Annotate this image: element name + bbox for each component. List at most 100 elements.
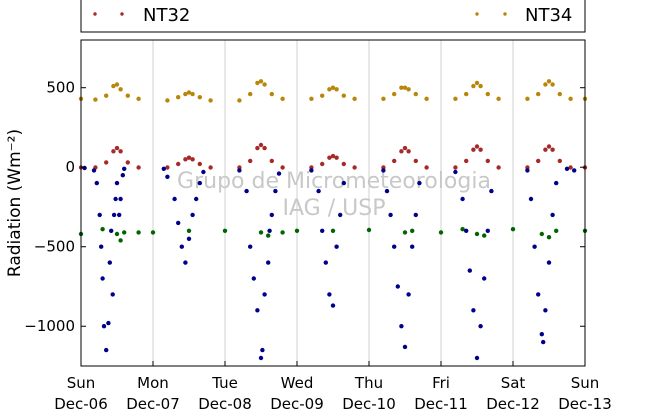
- data-point-nt34: [399, 85, 404, 90]
- data-point-nt31: [237, 168, 242, 173]
- data-point-nt34: [280, 96, 285, 102]
- data-point-nt31: [179, 244, 184, 249]
- data-point-nt35: [258, 230, 264, 235]
- data-point-nt31: [276, 171, 282, 176]
- data-point-nt31: [194, 196, 199, 202]
- x-tick-label-day: Thu: [354, 374, 383, 392]
- data-point-nt32: [330, 153, 336, 159]
- data-point-nt32: [114, 145, 120, 151]
- data-point-nt31: [334, 244, 339, 249]
- data-point-nt34: [186, 90, 192, 95]
- data-point-nt32: [208, 165, 213, 170]
- data-point-nt35: [330, 228, 336, 233]
- data-point-nt31: [82, 165, 87, 171]
- y-axis-label: Radiation (Wm⁻²): [5, 129, 25, 277]
- data-point-nt31: [399, 324, 404, 329]
- data-point-nt32: [255, 145, 260, 151]
- x-tick-label-date: Dec-06: [54, 395, 108, 409]
- data-point-nt31: [97, 212, 102, 218]
- legend-marker-nt32: [93, 12, 97, 16]
- data-point-nt31: [541, 339, 546, 345]
- data-point-nt32: [334, 155, 339, 160]
- data-point-nt31: [413, 212, 418, 218]
- data-point-nt34: [183, 91, 188, 97]
- data-point-nt34: [341, 93, 346, 98]
- data-point-nt31: [104, 347, 109, 353]
- data-point-nt32: [327, 155, 332, 160]
- y-tick-label: 0: [65, 158, 75, 176]
- data-point-nt34: [413, 91, 418, 97]
- data-point-nt31: [554, 180, 559, 186]
- x-tick-label-day: Fri: [432, 374, 450, 392]
- watermark-line-2: IAG / USP: [283, 196, 386, 221]
- data-point-nt34: [424, 96, 429, 102]
- data-point-nt35: [186, 228, 192, 233]
- data-point-nt34: [334, 87, 339, 92]
- data-point-nt31: [113, 196, 118, 202]
- data-point-nt31: [248, 244, 253, 249]
- data-point-nt32: [258, 142, 264, 148]
- data-point-nt32: [496, 165, 501, 170]
- data-point-nt31: [474, 355, 480, 361]
- data-point-nt31: [453, 169, 458, 175]
- data-point-nt31: [572, 168, 577, 173]
- data-point-nt35: [114, 231, 120, 237]
- data-point-nt32: [125, 160, 130, 165]
- legend-box: [80, 0, 586, 33]
- data-point-nt32: [464, 158, 469, 164]
- legend-marker-nt32: [120, 12, 124, 16]
- data-point-nt31: [485, 228, 490, 233]
- data-point-nt31: [100, 276, 105, 281]
- data-point-nt31: [101, 324, 107, 329]
- data-point-nt31: [489, 188, 494, 194]
- x-tick-label-date: Dec-13: [558, 395, 612, 409]
- x-tick-label-date: Dec-12: [486, 395, 540, 409]
- data-point-nt34: [471, 83, 476, 89]
- data-point-nt31: [183, 260, 188, 265]
- data-point-nt31: [460, 196, 465, 202]
- data-point-nt32: [190, 157, 195, 162]
- x-axis: Sun Dec-06 Mon Dec-07 Tue Dec-08 Wed Dec-09 Thu D…: [54, 361, 612, 409]
- data-point-nt34: [550, 82, 555, 87]
- data-point-nt31: [482, 276, 487, 281]
- data-point-nt32: [392, 158, 397, 164]
- data-point-nt31: [410, 244, 415, 249]
- data-point-nt34: [496, 96, 501, 102]
- data-point-nt34: [309, 96, 314, 102]
- data-point-nt32: [104, 160, 109, 165]
- data-point-nt34: [330, 85, 336, 90]
- data-point-nt35: [266, 233, 271, 238]
- data-point-nt31: [338, 212, 343, 218]
- data-point-nt35: [100, 227, 105, 232]
- data-point-nt35: [122, 230, 127, 235]
- data-point-nt32: [478, 147, 483, 152]
- data-point-nt34: [485, 91, 490, 97]
- data-point-nt34: [525, 96, 530, 102]
- data-point-nt35: [546, 235, 552, 240]
- data-point-nt34: [237, 98, 242, 103]
- x-tick-label-day: Sat: [501, 374, 526, 392]
- data-point-nt31: [384, 188, 390, 194]
- data-point-nt32: [176, 161, 181, 167]
- data-point-nt34: [269, 91, 274, 97]
- x-tick-label-date: Dec-07: [126, 395, 180, 409]
- data-point-nt31: [106, 320, 111, 326]
- data-point-nt32: [413, 158, 418, 164]
- data-point-nt31: [118, 196, 123, 202]
- data-point-nt31: [309, 168, 314, 173]
- data-point-nt34: [248, 91, 253, 97]
- data-point-nt31: [190, 212, 195, 218]
- data-point-nt32: [424, 165, 429, 170]
- data-point-nt31: [109, 228, 114, 233]
- y-tick-label: −1000: [24, 317, 75, 335]
- data-point-nt34: [125, 93, 130, 98]
- data-point-nt31: [467, 268, 472, 273]
- data-point-nt31: [260, 347, 265, 353]
- data-point-nt32: [536, 158, 541, 164]
- data-point-nt32: [341, 161, 346, 167]
- data-point-nt34: [114, 82, 120, 87]
- data-point-nt31: [176, 220, 181, 226]
- data-point-nt35: [474, 231, 480, 237]
- data-point-nt34: [546, 79, 552, 84]
- data-point-nt34: [176, 95, 181, 100]
